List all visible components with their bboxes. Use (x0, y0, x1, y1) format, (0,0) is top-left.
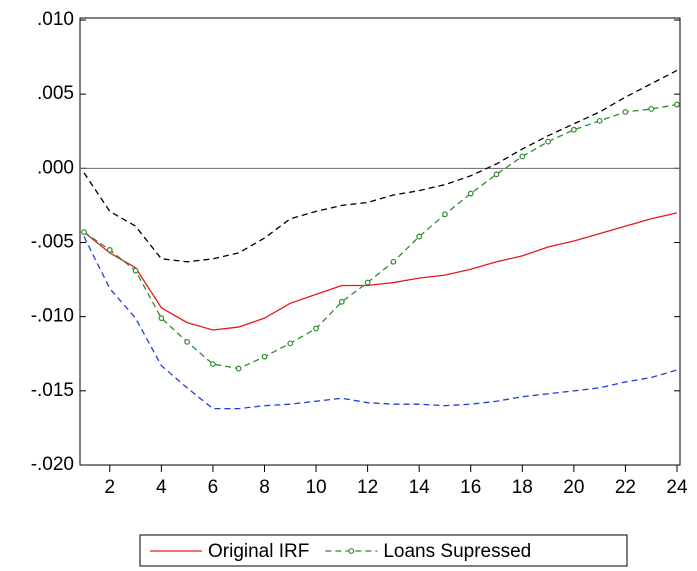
series-marker (570, 126, 577, 133)
x-tick-label: 2 (104, 477, 115, 498)
series-marker (261, 353, 268, 360)
series-marker (81, 229, 87, 236)
series-marker (467, 190, 474, 197)
x-tick-label: 18 (512, 477, 533, 498)
x-tick-label: 10 (305, 477, 326, 498)
y-tick-label: -.020 (31, 454, 74, 475)
legend-label: Loans Supressed (383, 541, 531, 562)
series-marker (184, 338, 191, 345)
series-marker (364, 279, 371, 286)
x-tick-label: 6 (208, 477, 219, 498)
series-marker (158, 315, 165, 322)
y-tick-label: -.015 (31, 380, 74, 401)
series-marker (519, 153, 526, 160)
series-marker (596, 117, 603, 124)
y-tick-label: .005 (37, 83, 74, 104)
legend-box (139, 534, 628, 567)
plot-frame (79, 17, 681, 466)
series-line (83, 236, 678, 410)
series-line (83, 212, 678, 331)
series-marker (416, 233, 423, 240)
y-tick-label: -.010 (31, 306, 74, 327)
series-marker (106, 247, 113, 253)
series-marker (338, 298, 345, 305)
series-marker (545, 138, 551, 145)
series-marker (132, 267, 139, 274)
series-marker (493, 171, 500, 178)
series-line (83, 103, 678, 370)
series-marker (210, 361, 216, 368)
x-tick-label: 20 (563, 477, 584, 498)
x-tick-label: 12 (357, 477, 378, 498)
y-tick-label: -.005 (31, 232, 74, 253)
legend-label: Original IRF (208, 541, 309, 562)
series-marker (235, 365, 242, 372)
y-tick-label: .010 (37, 9, 74, 30)
x-tick-label: 24 (666, 477, 688, 498)
series-marker (622, 109, 629, 115)
legend-marker (348, 548, 355, 554)
x-tick-label: 14 (409, 477, 431, 498)
series-marker (442, 211, 448, 218)
series-marker (390, 258, 397, 265)
series-line (83, 69, 678, 263)
x-tick-label: 4 (156, 477, 167, 498)
x-tick-label: 8 (259, 477, 270, 498)
series-marker (674, 101, 680, 108)
x-tick-label: 22 (615, 477, 636, 498)
series-marker (313, 325, 319, 332)
y-tick-label: .000 (37, 157, 74, 178)
series-marker (648, 106, 655, 112)
x-tick-label: 16 (460, 477, 481, 498)
series-marker (287, 340, 294, 347)
